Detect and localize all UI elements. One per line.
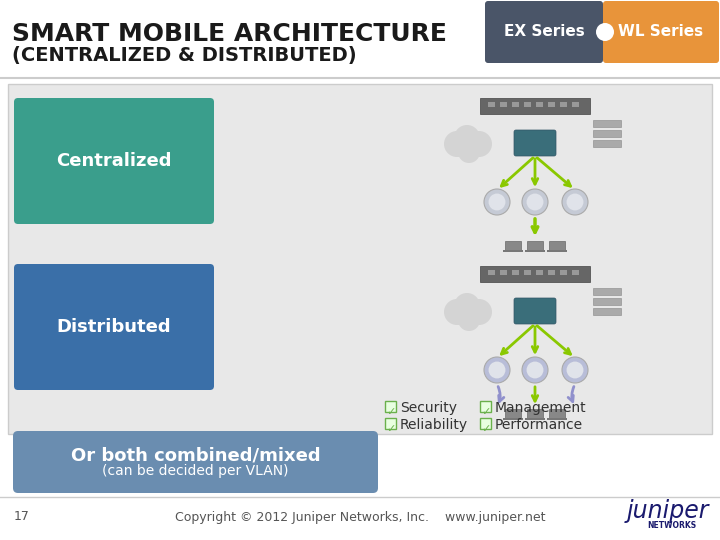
Circle shape: [454, 293, 480, 319]
Circle shape: [526, 362, 544, 379]
Text: (can be decided per VLAN): (can be decided per VLAN): [102, 464, 289, 478]
Bar: [572, 102, 579, 107]
FancyBboxPatch shape: [514, 130, 556, 156]
Bar: [480, 401, 491, 412]
Text: (CENTRALIZED & DISTRIBUTED): (CENTRALIZED & DISTRIBUTED): [12, 46, 356, 65]
Text: Distributed: Distributed: [57, 318, 171, 336]
Text: Or both combined/mixed: Or both combined/mixed: [71, 446, 320, 464]
Bar: [488, 270, 495, 275]
Bar: [503, 250, 523, 252]
Circle shape: [562, 357, 588, 383]
Bar: [525, 250, 545, 252]
Circle shape: [454, 125, 480, 151]
Bar: [572, 270, 579, 275]
Bar: [480, 266, 590, 282]
Bar: [524, 270, 531, 275]
Text: Performance: Performance: [495, 418, 583, 432]
Bar: [512, 102, 519, 107]
Text: NETWORKS: NETWORKS: [647, 521, 696, 530]
Text: ✓: ✓: [481, 424, 490, 434]
Text: Management: Management: [495, 401, 587, 415]
FancyBboxPatch shape: [485, 1, 603, 63]
FancyBboxPatch shape: [14, 264, 214, 390]
Bar: [536, 270, 543, 275]
Text: SMART MOBILE ARCHITECTURE: SMART MOBILE ARCHITECTURE: [12, 22, 447, 46]
FancyBboxPatch shape: [13, 431, 378, 493]
Bar: [593, 140, 621, 147]
Text: EX Series: EX Series: [503, 24, 585, 39]
FancyBboxPatch shape: [14, 98, 214, 224]
Circle shape: [567, 193, 583, 211]
Bar: [480, 98, 590, 114]
Circle shape: [489, 362, 505, 379]
Circle shape: [489, 193, 505, 211]
Bar: [512, 270, 519, 275]
Text: ✓: ✓: [386, 407, 395, 417]
Circle shape: [466, 299, 492, 325]
Bar: [385, 418, 396, 429]
Circle shape: [484, 357, 510, 383]
Bar: [524, 102, 531, 107]
Bar: [548, 270, 555, 275]
Text: juniper: juniper: [626, 499, 709, 523]
Circle shape: [562, 189, 588, 215]
Bar: [527, 409, 543, 418]
Bar: [525, 418, 545, 420]
Circle shape: [522, 357, 548, 383]
Bar: [527, 241, 543, 250]
Circle shape: [567, 362, 583, 379]
Bar: [480, 418, 491, 429]
Text: Reliability: Reliability: [400, 418, 468, 432]
Text: 17: 17: [14, 510, 30, 523]
Bar: [500, 270, 507, 275]
Bar: [8, 84, 712, 434]
Bar: [536, 102, 543, 107]
Bar: [505, 241, 521, 250]
Bar: [547, 418, 567, 420]
Bar: [549, 409, 565, 418]
Bar: [593, 288, 621, 295]
Text: Security: Security: [400, 401, 457, 415]
Bar: [593, 130, 621, 137]
Bar: [505, 409, 521, 418]
Bar: [593, 120, 621, 127]
Bar: [549, 241, 565, 250]
Text: ✓: ✓: [386, 424, 395, 434]
Bar: [593, 298, 621, 305]
Bar: [547, 250, 567, 252]
Bar: [593, 308, 621, 315]
Bar: [385, 401, 396, 412]
FancyBboxPatch shape: [603, 1, 719, 63]
Circle shape: [592, 23, 610, 41]
Circle shape: [458, 141, 480, 163]
Circle shape: [444, 131, 470, 157]
Bar: [560, 270, 567, 275]
Circle shape: [458, 309, 480, 331]
Circle shape: [522, 189, 548, 215]
Bar: [548, 102, 555, 107]
Text: Centralized: Centralized: [56, 152, 172, 170]
Bar: [0, 0, 720, 78]
Bar: [560, 102, 567, 107]
Circle shape: [526, 193, 544, 211]
Circle shape: [484, 189, 510, 215]
Circle shape: [466, 131, 492, 157]
Bar: [503, 418, 523, 420]
Text: WL Series: WL Series: [618, 24, 703, 39]
Bar: [488, 102, 495, 107]
Circle shape: [596, 23, 614, 41]
Circle shape: [444, 299, 470, 325]
Text: Copyright © 2012 Juniper Networks, Inc.    www.juniper.net: Copyright © 2012 Juniper Networks, Inc. …: [175, 510, 545, 523]
FancyBboxPatch shape: [514, 298, 556, 324]
Bar: [500, 102, 507, 107]
Text: ✓: ✓: [481, 407, 490, 417]
